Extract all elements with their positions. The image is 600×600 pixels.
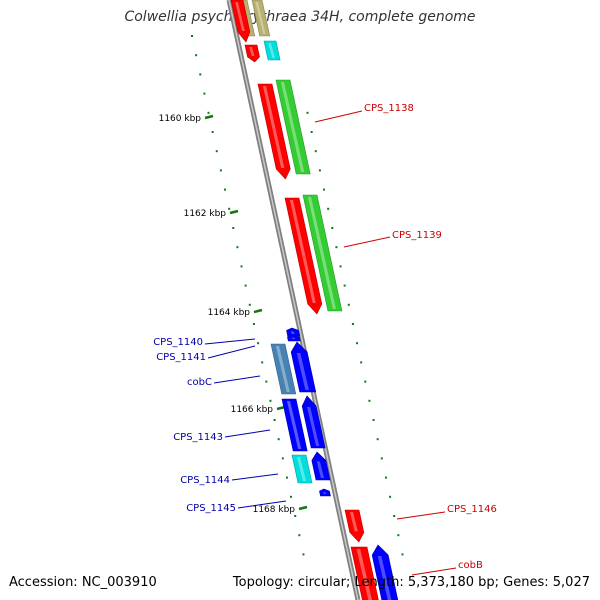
gene-label[interactable]: CPS_1138: [364, 103, 414, 114]
gene-feature-green: [275, 79, 311, 175]
gene-feature-cyan-highlight: [296, 457, 307, 481]
gene-feature-red-highlight: [262, 86, 285, 168]
gene-feature-red: [257, 83, 291, 180]
gene-feature-red: [230, 0, 251, 43]
gene-feature-green-highlight: [280, 82, 305, 172]
tick-mark-major: [229, 209, 239, 215]
gene-label[interactable]: CPS_1144: [180, 475, 230, 486]
gene-label[interactable]: cobB: [458, 560, 483, 571]
genome-backbone-highlight: [228, 0, 359, 600]
gene-feature-blue: [287, 334, 301, 342]
gene-label[interactable]: CPS_1143: [173, 432, 223, 443]
gene-label[interactable]: cobC: [187, 377, 212, 388]
gene-feature-blue-highlight: [377, 556, 392, 600]
tick-mark-major: [298, 505, 308, 511]
gene-feature-blue-highlight: [296, 353, 309, 390]
gene-feature-red-highlight: [235, 2, 245, 31]
gene-feature-cyan-highlight: [268, 43, 275, 58]
gene-feature-blue: [311, 451, 331, 481]
gene-feature-olive-highlight: [255, 2, 266, 34]
gene-label[interactable]: CPS_1140: [153, 337, 203, 348]
gene-feature-olive: [251, 0, 271, 37]
map-title: Colwellia psychrerythraea 34H, complete …: [124, 9, 476, 25]
gene-label[interactable]: CPS_1145: [186, 503, 236, 514]
gene-feature-blue: [371, 544, 399, 600]
label-leader-line: [204, 338, 256, 345]
gene-feature-red-highlight: [289, 200, 316, 303]
gene-features: [230, 0, 399, 600]
gene-feature-green: [302, 194, 343, 312]
scale-label: 1162 kbp: [184, 209, 227, 219]
gene-feature-blue: [319, 488, 331, 497]
label-leader-line: [411, 567, 457, 576]
scale-label: 1166 kbp: [231, 405, 274, 415]
tick-mark-major: [204, 114, 214, 120]
gene-feature-red: [284, 197, 323, 315]
scale-label: 1168 kbp: [253, 505, 296, 515]
gene-feature-blue-highlight: [322, 492, 327, 494]
gene-feature-red-highlight: [356, 549, 372, 600]
topology-text: Topology: circular; Length: 5,373,180 bp…: [232, 575, 590, 590]
gene-feature-red: [344, 509, 365, 543]
gene-feature-red: [244, 44, 260, 63]
gene-feature-blue-highlight: [316, 461, 325, 478]
accession-text: Accession: NC_003910: [9, 575, 157, 590]
gene-feature-blue: [290, 341, 317, 393]
gene-feature-red: [350, 546, 379, 600]
gene-feature-steel-highlight: [275, 346, 290, 392]
gene-feature-blue: [281, 398, 308, 452]
gene-feature-red-highlight: [249, 47, 255, 56]
label-leader-line: [343, 236, 391, 248]
label-leader-line: [213, 375, 261, 384]
gene-feature-blue: [301, 395, 326, 449]
gene-feature-blue-highlight: [286, 401, 302, 449]
label-leader-line: [314, 110, 363, 123]
gene-feature-steel: [270, 343, 297, 395]
gene-labels: CPS_1138 CPS_1139 CPS_1140 CPS_1141 cobC CPS_…: [153, 103, 497, 571]
gene-feature-blue-highlight: [291, 337, 296, 339]
gene-feature-blue-highlight: [307, 407, 320, 446]
gene-feature-green-highlight: [307, 197, 336, 309]
label-leaders: [204, 110, 457, 576]
gene-label[interactable]: CPS_1146: [447, 504, 497, 515]
scale-labels: 1160 kbp 1162 kbp 1164 kbp 1166 kbp 1168 kbp: [159, 114, 296, 515]
scale-label: 1164 kbp: [208, 308, 251, 318]
scale-label: 1160 kbp: [159, 114, 202, 124]
gene-label[interactable]: CPS_1141: [156, 352, 206, 363]
gene-label[interactable]: CPS_1139: [392, 230, 442, 241]
label-leader-line: [237, 500, 287, 509]
gene-feature-cyan: [291, 454, 313, 484]
gene-feature-blue-highlight: [290, 331, 295, 334]
gene-feature-red-highlight: [349, 512, 358, 532]
gene-feature-cyan: [263, 40, 281, 61]
label-leader-line: [207, 345, 256, 359]
label-leader-line: [231, 473, 279, 481]
scale-ticks: [191, 35, 404, 556]
tick-mark-major: [253, 308, 263, 314]
label-leader-line: [396, 511, 446, 520]
label-leader-line: [224, 429, 271, 438]
